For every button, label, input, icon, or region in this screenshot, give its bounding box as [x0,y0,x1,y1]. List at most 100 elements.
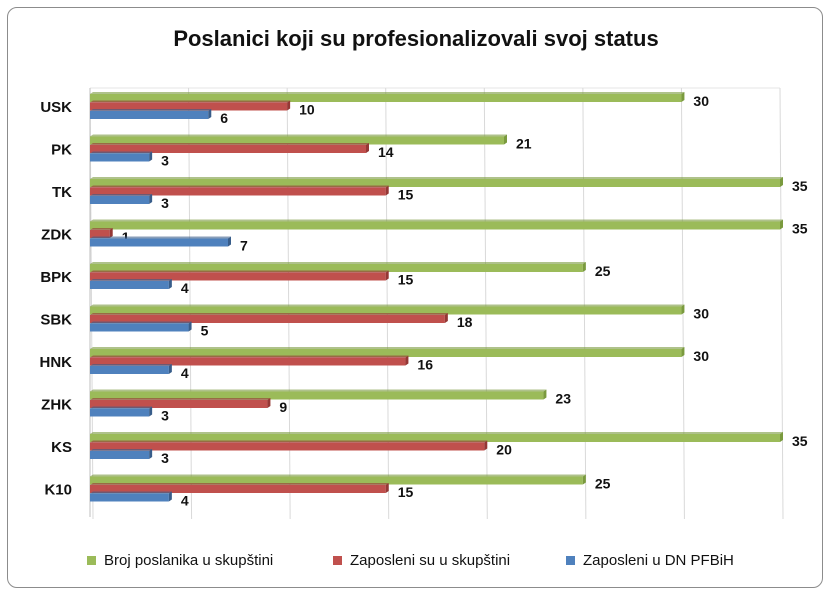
bar-end-cap [385,270,389,281]
data-label: 35 [792,433,808,449]
data-label: 21 [516,136,532,152]
bar-end-cap [681,304,685,315]
bar [90,408,150,417]
bar [90,349,682,357]
bar [90,281,169,289]
bar-top-face [90,406,153,409]
category-label: KS [51,439,72,456]
bar-top-face [90,364,172,366]
data-label: 4 [181,280,189,296]
bar-top-face [90,109,212,111]
chart-title: Poslanici koji su profesionalizovali svo… [173,26,659,51]
category-label: TK [52,184,72,201]
data-label: 35 [792,221,808,237]
gridline [582,87,587,520]
bar [90,111,209,119]
bar-end-cap [543,389,547,400]
data-label: 3 [161,450,169,466]
data-label: 3 [161,153,169,169]
bar-end-cap [208,109,212,119]
bar [90,102,288,111]
bar [90,264,583,272]
data-label: 18 [457,314,473,330]
bar [90,391,544,400]
data-label: 15 [398,484,414,500]
category-label: HNK [40,354,73,371]
bar-end-cap [228,236,231,247]
bar-top-face [90,134,507,137]
bar-end-cap [287,100,291,111]
gridline [680,87,685,520]
category-label: PK [51,142,72,159]
bar-end-cap [168,364,172,374]
data-label: 30 [693,306,709,322]
bar-end-cap [780,219,783,230]
bar-end-cap [109,228,113,238]
category-label: ZDK [41,227,72,244]
bar [90,485,386,493]
bar-top-face [90,185,389,188]
category-label: K10 [44,482,72,499]
legend-item-broj-poslanika: Broj poslanika u skupštini [87,552,273,569]
bar [90,442,485,451]
data-label: 7 [240,238,248,254]
bar-top-face [90,304,685,307]
bar-end-cap [444,313,448,323]
data-label: 25 [595,263,611,279]
bar-end-cap [484,440,488,451]
data-label: 35 [792,178,808,194]
bar-top-face [90,262,586,264]
bar [90,187,386,196]
data-label: 4 [181,365,189,381]
bar [90,451,150,459]
bar [90,221,780,230]
bar-end-cap [504,134,507,145]
bar-top-face [90,355,409,358]
bar [90,272,386,281]
category-label: ZHK [41,397,72,414]
bar-top-face [90,219,783,222]
bar [90,434,780,442]
category-label: BPK [40,269,72,286]
data-label: 30 [693,348,709,364]
bar-top-face [90,321,192,324]
bar-end-cap [149,194,153,204]
bar-top-face [90,270,389,273]
legend-label: Zaposleni u DN PFBiH [583,552,734,569]
bar-end-cap [168,279,172,289]
legend-item-zaposleni-skupstina: Zaposleni su u skupštini [333,552,510,569]
legend-swatch-blue [566,556,575,565]
bar [90,196,150,204]
data-label: 30 [693,93,709,109]
bar [90,238,228,247]
bar [90,493,169,502]
category-label: SBK [40,312,72,329]
legend-label: Broj poslanika u skupštini [104,552,274,569]
bar [90,476,583,485]
data-label: 9 [279,399,287,415]
bar-top-face [90,432,783,434]
data-label: 20 [496,442,512,458]
bar-top-face [90,143,369,145]
data-label: 14 [378,144,394,160]
bar [90,306,682,315]
bar [90,179,780,187]
bar-top-face [90,194,153,196]
bar-end-cap [149,151,153,162]
bar-end-cap [780,432,783,442]
category-label: USK [40,99,72,116]
bar [90,94,682,102]
bar [90,230,110,238]
data-label: 5 [201,323,209,339]
data-label: 3 [161,408,169,424]
bar-top-face [90,236,231,239]
bar [90,153,150,162]
bar-end-cap [582,262,586,272]
gridline [779,87,784,520]
bar-end-cap [149,406,153,417]
bar-end-cap [385,185,389,196]
bar-top-face [90,151,153,154]
bar-end-cap [149,449,153,459]
bar-top-face [90,177,783,179]
bar-end-cap [780,177,783,187]
